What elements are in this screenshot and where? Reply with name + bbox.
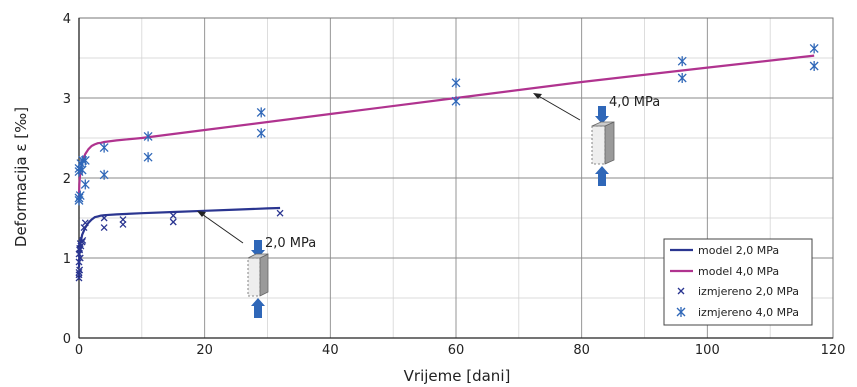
data-point-3	[256, 107, 266, 118]
point-stroke	[75, 258, 83, 266]
x-tick-label: 0	[75, 343, 83, 358]
annotation-2mpa-label: 2,0 MPa	[265, 236, 316, 251]
specimen-2mpa-illustration	[247, 240, 269, 318]
data-point-2	[76, 266, 84, 274]
data-point-3	[143, 131, 153, 142]
legend-label-measured-4mpa: izmjereno 4,0 MPa	[698, 306, 799, 319]
data-point-2	[169, 218, 177, 226]
point-stroke	[76, 246, 84, 254]
point-stroke	[76, 254, 84, 262]
x-tick-label: 120	[821, 343, 846, 358]
annotations: 2,0 MPa 4,0 MPa	[197, 93, 660, 251]
point-stroke	[75, 271, 83, 279]
point-stroke	[78, 238, 86, 246]
specimen-2mpa-top-face	[247, 253, 269, 259]
data-point-2	[80, 224, 88, 232]
y-axis-label: Deformacija ε [‰]	[12, 107, 30, 247]
x-tick-label: 80	[573, 343, 590, 358]
y-tick-label: 1	[63, 252, 71, 267]
legend: model 2,0 MPa model 4,0 MPa izmjereno 2,…	[663, 238, 813, 326]
series-line-1	[77, 54, 815, 199]
data-point-3	[80, 179, 90, 190]
point-stroke	[100, 224, 108, 232]
specimen-4mpa-front-face	[591, 125, 606, 165]
data-point-2	[100, 214, 108, 222]
specimen-2mpa-side-face	[259, 253, 269, 297]
specimen-2mpa-front-face	[247, 257, 261, 297]
data-point-3	[809, 61, 819, 71]
data-point-3	[99, 169, 109, 180]
legend-label-model-4mpa: model 4,0 MPa	[698, 265, 779, 278]
point-stroke	[75, 268, 83, 276]
specimen-4mpa-illustration	[591, 106, 615, 186]
x-tick-label: 60	[448, 343, 465, 358]
annotation-4mpa-label: 4,0 MPa	[609, 95, 660, 110]
legend-entry-measured-2mpa: izmjereno 2,0 MPa	[677, 285, 799, 298]
legend-entry-model-4mpa: model 4,0 MPa	[670, 265, 779, 278]
point-stroke	[169, 218, 177, 226]
data-point-3	[256, 128, 266, 139]
data-point-2	[276, 209, 284, 217]
data-point-2	[78, 238, 86, 246]
legend-marker-asterisk	[676, 307, 686, 317]
y-tick-label: 0	[63, 332, 71, 347]
point-stroke	[276, 209, 284, 217]
data-point-3	[77, 165, 87, 175]
data-point-3	[143, 152, 153, 163]
specimen-4mpa-arrow-bottom	[595, 166, 609, 186]
annotation-2mpa-leader	[198, 211, 244, 244]
point-stroke	[77, 242, 85, 250]
data-point-3	[677, 56, 687, 67]
data-point-2	[76, 254, 84, 262]
specimen-4mpa-arrow-top	[595, 106, 609, 124]
legend-label-model-2mpa: model 2,0 MPa	[698, 244, 779, 257]
data-point-3	[451, 77, 461, 88]
data-point-3	[451, 96, 461, 107]
y-tick-label: 3	[63, 92, 71, 107]
data-point-3	[75, 190, 85, 201]
data-point-2	[79, 236, 87, 244]
data-point-2	[119, 216, 127, 224]
annotation-2mpa-arrowhead	[197, 211, 206, 217]
data-point-3	[99, 142, 109, 153]
series-line-0	[77, 206, 281, 268]
point-stroke	[169, 212, 177, 220]
point-stroke	[79, 236, 87, 244]
data-point-2	[169, 212, 177, 220]
data-point-3	[80, 155, 90, 166]
legend-entry-measured-4mpa: izmjereno 4,0 MPa	[676, 306, 799, 319]
data-point-3	[677, 73, 687, 83]
data-point-2	[77, 242, 85, 250]
data-point-2	[76, 246, 84, 254]
legend-label-measured-2mpa: izmjereno 2,0 MPa	[698, 285, 799, 298]
series-layer	[74, 43, 819, 282]
point-stroke	[100, 214, 108, 222]
point-stroke	[119, 216, 127, 224]
specimen-2mpa-arrow-top	[251, 240, 265, 258]
data-point-2	[75, 258, 83, 266]
annotation-4mpa-leader	[534, 93, 581, 121]
legend-box	[663, 238, 813, 326]
data-point-3	[809, 43, 819, 54]
specimen-4mpa-top-face	[591, 121, 615, 127]
x-tick-label: 40	[322, 343, 339, 358]
x-axis-label: Vrijeme [dani]	[404, 367, 511, 385]
data-point-2	[75, 268, 83, 276]
y-tick-label: 2	[63, 172, 71, 187]
legend-entry-model-2mpa: model 2,0 MPa	[670, 244, 779, 257]
specimen-4mpa-side-face	[604, 121, 615, 165]
y-tick-label: 4	[63, 12, 71, 27]
point-stroke	[76, 266, 84, 274]
point-stroke	[80, 224, 88, 232]
x-tick-label: 20	[196, 343, 213, 358]
data-point-2	[100, 224, 108, 232]
legend-marker-x	[677, 287, 685, 295]
x-tick-label: 100	[695, 343, 720, 358]
annotation-4mpa-arrowhead	[533, 93, 542, 99]
specimen-2mpa-arrow-bottom	[251, 298, 265, 318]
data-point-2	[81, 219, 89, 227]
point-stroke	[81, 219, 89, 227]
